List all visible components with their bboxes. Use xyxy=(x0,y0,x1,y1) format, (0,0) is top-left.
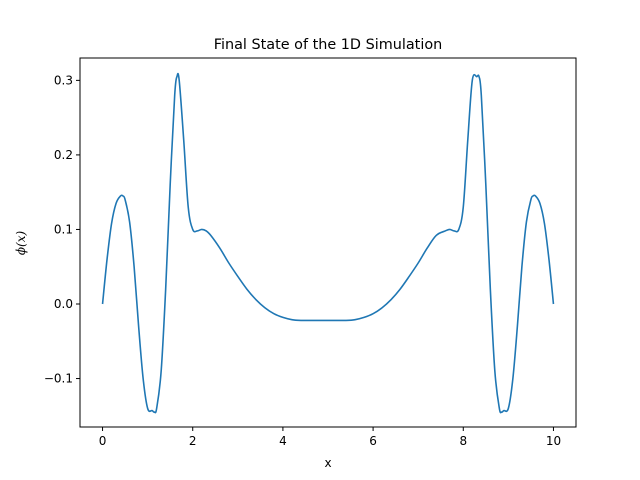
plot-area xyxy=(79,57,577,428)
y-axis-ticks: −0.1 0.0 0.1 0.2 0.3 xyxy=(44,73,80,386)
axes-frame xyxy=(79,57,577,428)
series-layer xyxy=(101,72,555,414)
x-tick-label: 10 xyxy=(546,434,561,448)
x-tick-label: 6 xyxy=(369,434,377,448)
y-axis-label: ϕ(x) xyxy=(14,231,28,256)
x-axis-ticks: 0 2 4 6 8 10 xyxy=(99,427,561,448)
x-axis-label: x xyxy=(324,456,331,470)
y-tick-label: 0.1 xyxy=(54,222,73,236)
y-tick-label: −0.1 xyxy=(44,372,73,386)
chart-title: Final State of the 1D Simulation xyxy=(214,37,443,53)
y-tick-label: 0.3 xyxy=(54,73,73,87)
x-tick-label: 4 xyxy=(279,434,287,448)
y-tick-label: 0.2 xyxy=(54,148,73,162)
y-tick-label: 0.0 xyxy=(54,297,73,311)
series-line xyxy=(101,72,555,414)
x-tick-label: 2 xyxy=(189,434,197,448)
x-tick-label: 0 xyxy=(99,434,107,448)
x-tick-label: 8 xyxy=(459,434,467,448)
